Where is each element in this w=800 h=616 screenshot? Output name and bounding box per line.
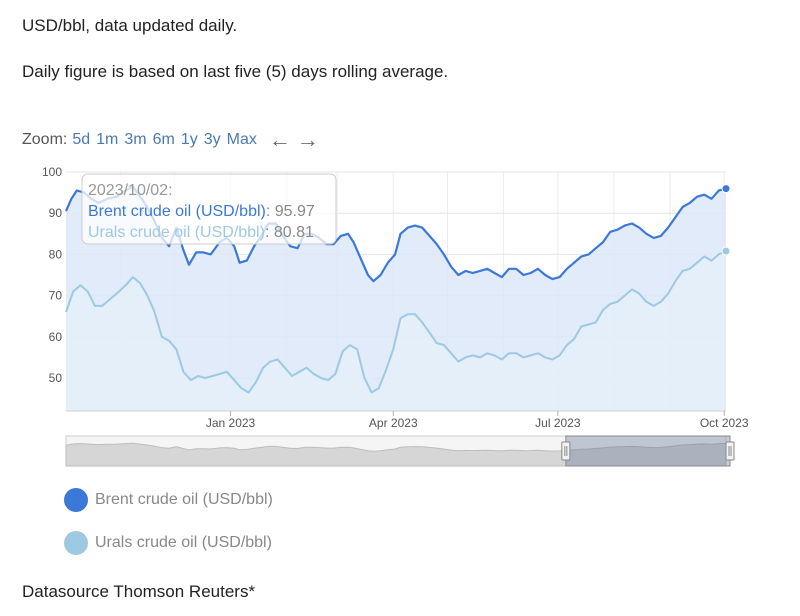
x-tick-label: Oct 2023 xyxy=(700,416,749,430)
navigator-selection[interactable] xyxy=(565,435,731,467)
y-tick-label: 60 xyxy=(49,330,63,344)
tooltip-series-value: : 80.81 xyxy=(265,224,314,241)
series-line-urals[interactable] xyxy=(65,250,727,394)
navigator-handle-right[interactable] xyxy=(725,441,735,461)
tooltip-box xyxy=(81,173,337,245)
zoom-option-3y[interactable]: 3y xyxy=(203,131,221,148)
datasource-text: Datasource Thomson Reuters* xyxy=(22,582,256,601)
tooltip-row-urals: Urals crude oil (USD/bbl): 80.81 xyxy=(88,224,314,241)
tooltip-series-value: : 95.97 xyxy=(266,203,315,220)
plot-area: 50 60 70 80 90 100 Jan 2023 Apr 2023 Jul 2023 Oct… xyxy=(42,165,749,430)
x-tick-label: Jan 2023 xyxy=(206,416,256,430)
navigator[interactable] xyxy=(65,435,735,467)
intro-method-text: Daily figure is based on last five (5) d… xyxy=(22,62,449,81)
series-area-1 xyxy=(66,251,726,411)
legend-item-urals[interactable]: Urals crude oil (USD/bbl) xyxy=(64,531,272,555)
zoom-option-3m[interactable]: 3m xyxy=(124,131,147,148)
legend-dot-urals xyxy=(64,531,88,555)
tooltip-row-brent: Brent crude oil (USD/bbl): 95.97 xyxy=(88,203,315,220)
legend-item-brent[interactable]: Brent crude oil (USD/bbl) xyxy=(64,488,273,512)
zoom-option-max[interactable]: Max xyxy=(226,131,257,148)
zoom-option-1m[interactable]: 1m xyxy=(96,131,119,148)
zoom-option-5d[interactable]: 5d xyxy=(72,131,91,148)
y-tick-label: 50 xyxy=(49,371,63,385)
legend-dot-brent xyxy=(64,488,88,512)
hover-marker-brent xyxy=(721,184,731,194)
y-tick-label: 100 xyxy=(42,165,62,179)
legend-label-brent: Brent crude oil (USD/bbl) xyxy=(95,491,273,508)
y-tick-label: 90 xyxy=(49,206,63,220)
chart[interactable]: 50 60 70 80 90 100 Jan 2023 Apr 2023 Jul 2023 Oct… xyxy=(0,160,800,470)
tooltip-series-label: Urals crude oil (USD/bbl) xyxy=(88,224,265,241)
x-tick-label: Jul 2023 xyxy=(535,416,581,430)
navigator-handle-left[interactable] xyxy=(561,441,571,461)
legend-label-urals: Urals crude oil (USD/bbl) xyxy=(95,534,272,551)
hover-marker-urals xyxy=(721,246,731,256)
y-tick-label: 70 xyxy=(49,289,63,303)
zoom-option-1y[interactable]: 1y xyxy=(180,131,198,148)
y-tick-label: 80 xyxy=(49,247,63,261)
zoom-option-6m[interactable]: 6m xyxy=(152,131,175,148)
intro-units-text: USD/bbl, data updated daily. xyxy=(22,16,238,35)
navigator-series xyxy=(65,442,727,467)
zoom-bar: Zoom: 5d 1m 3m 6m 1y 3y Max ← → xyxy=(22,127,319,152)
tooltip-series-label: Brent crude oil (USD/bbl) xyxy=(88,203,266,220)
arrow-left-icon[interactable]: ← xyxy=(268,127,291,152)
arrow-right-icon[interactable]: → xyxy=(296,127,319,152)
tooltip-date: 2023/10/02: xyxy=(88,182,173,199)
zoom-label: Zoom: xyxy=(22,131,68,148)
tooltip: 2023/10/02: Brent crude oil (USD/bbl): 95… xyxy=(81,173,337,245)
x-tick-label: Apr 2023 xyxy=(369,416,418,430)
